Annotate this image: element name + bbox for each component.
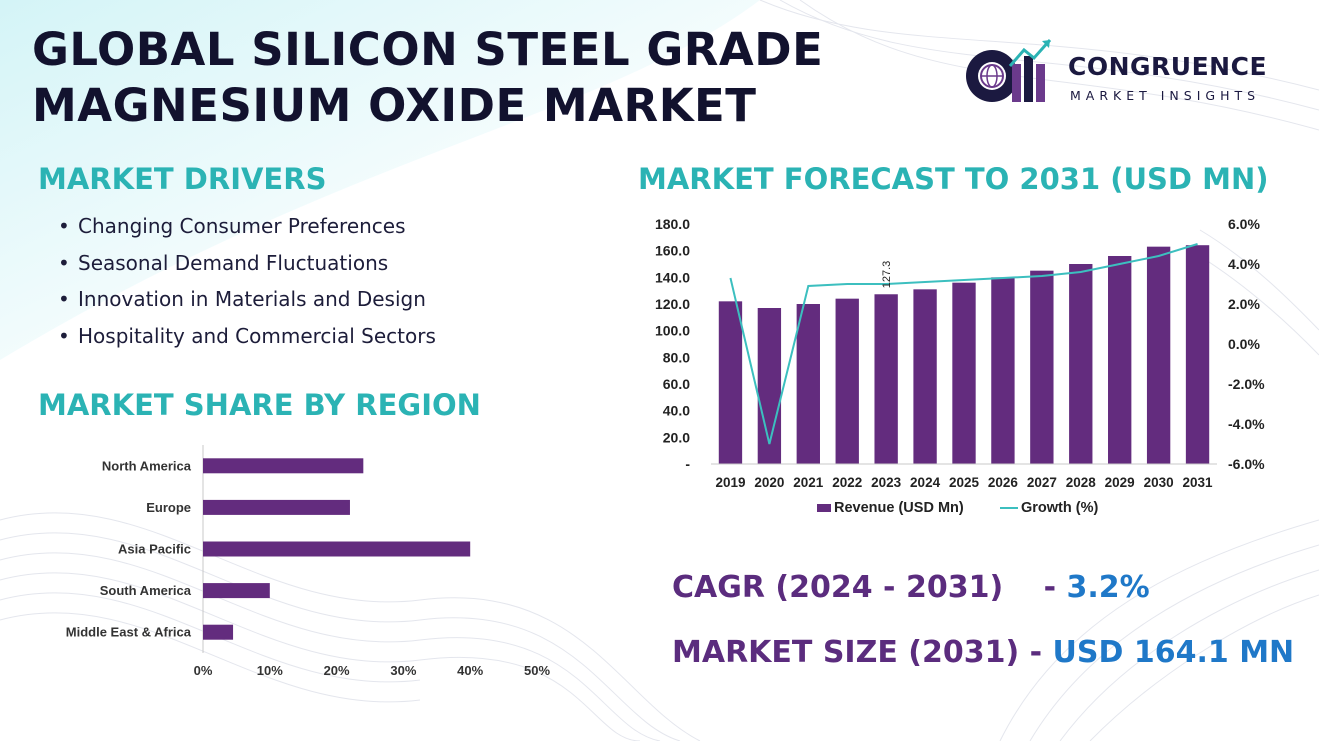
driver-item: • Hospitality and Commercial Sectors <box>58 322 436 359</box>
revenue-bar <box>1108 256 1132 464</box>
bar-data-label: 127.3 <box>881 261 893 289</box>
x-tick-label: 0% <box>194 663 213 678</box>
right-tick-label: 0.0% <box>1228 336 1260 352</box>
market-share-heading: MARKET SHARE BY REGION <box>38 388 481 422</box>
right-tick-label: -2.0% <box>1228 376 1265 392</box>
legend-revenue-swatch <box>817 504 831 512</box>
market-size-stat: MARKET SIZE (2031) - USD 164.1 MN <box>672 635 1294 670</box>
market-drivers-heading: MARKET DRIVERS <box>38 162 327 196</box>
revenue-bar <box>952 282 976 464</box>
driver-text: Hospitality and Commercial Sectors <box>78 323 436 348</box>
revenue-bar <box>757 308 782 464</box>
region-bar <box>203 583 270 599</box>
driver-item: • Seasonal Demand Fluctuations <box>58 249 436 286</box>
logo-name: CONGRUENCE <box>1068 52 1268 81</box>
market-drivers-list: • Changing Consumer Preferences • Seasonal… <box>58 212 436 358</box>
right-tick-label: 2.0% <box>1228 296 1260 312</box>
x-tick-label: 50% <box>524 663 550 678</box>
x-tick-label: 2026 <box>988 475 1019 490</box>
left-tick-label: - <box>685 456 690 472</box>
x-tick-label: 20% <box>324 663 350 678</box>
x-tick-label: 2029 <box>1105 475 1135 490</box>
revenue-bar <box>1030 270 1054 464</box>
x-tick-label: 2020 <box>754 475 784 490</box>
right-tick-label: 4.0% <box>1228 256 1260 272</box>
x-tick-label: 2028 <box>1066 475 1097 490</box>
x-tick-label: 2021 <box>793 475 824 490</box>
x-tick-label: 2024 <box>910 475 941 490</box>
x-tick-label: 2023 <box>871 475 902 490</box>
market-size-value: USD 164.1 MN <box>1052 635 1295 670</box>
driver-item: • Changing Consumer Preferences <box>58 212 436 249</box>
left-tick-label: 160.0 <box>655 243 690 259</box>
region-bar <box>203 541 471 557</box>
x-tick-label: 30% <box>390 663 416 678</box>
x-tick-label: 2030 <box>1144 475 1174 490</box>
right-tick-label: 6.0% <box>1228 216 1260 232</box>
left-tick-label: 180.0 <box>655 216 690 232</box>
cagr-value: 3.2% <box>1066 570 1150 605</box>
x-tick-label: 2031 <box>1183 475 1214 490</box>
region-bar <box>203 624 234 640</box>
revenue-bar <box>718 301 743 464</box>
page-title: GLOBAL SILICON STEEL GRADE MAGNESIUM OXI… <box>32 22 823 134</box>
cm-globe-chart-icon <box>966 39 1052 102</box>
page-title-line-1: GLOBAL SILICON STEEL GRADE <box>32 23 824 76</box>
right-tick-label: -6.0% <box>1228 456 1265 472</box>
page-title-line-2: MAGNESIUM OXIDE MARKET <box>32 79 757 132</box>
right-tick-label: -4.0% <box>1228 416 1265 432</box>
revenue-bar <box>1185 245 1210 464</box>
left-tick-label: 140.0 <box>655 269 690 285</box>
market-size-separator: - <box>1019 635 1053 670</box>
x-tick-label: 2025 <box>949 475 980 490</box>
x-tick-label: 10% <box>257 663 283 678</box>
left-tick-label: 100.0 <box>655 323 690 339</box>
logo-subtitle: MARKET INSIGHTS <box>1070 88 1261 103</box>
left-tick-label: 60.0 <box>663 376 690 392</box>
left-tick-label: 20.0 <box>663 429 690 445</box>
revenue-bar <box>1146 246 1171 464</box>
cagr-separator: - <box>1033 570 1067 605</box>
bullet-icon: • <box>58 323 70 348</box>
category-label: North America <box>102 458 192 473</box>
x-tick-label: 2022 <box>832 475 862 490</box>
category-label: Middle East & Africa <box>66 625 192 640</box>
cagr-stat: CAGR (2024 - 2031) - 3.2% <box>672 570 1150 605</box>
congruence-logo: CONGRUENCE MARKET INSIGHTS <box>962 36 1282 110</box>
revenue-bar <box>1069 264 1093 464</box>
driver-text: Changing Consumer Preferences <box>78 214 406 238</box>
bullet-icon: • <box>58 214 70 238</box>
bullet-icon: • <box>58 287 70 311</box>
driver-text: Seasonal Demand Fluctuations <box>78 250 389 275</box>
category-label: Europe <box>146 500 191 515</box>
category-label: South America <box>100 583 192 598</box>
region-bar <box>203 458 364 474</box>
left-tick-label: 40.0 <box>663 403 690 419</box>
left-tick-label: 80.0 <box>663 349 690 365</box>
x-tick-label: 2027 <box>1027 475 1057 490</box>
revenue-bar <box>874 294 898 464</box>
left-tick-label: 120.0 <box>655 296 690 312</box>
market-forecast-heading: MARKET FORECAST TO 2031 (USD MN) <box>638 162 1269 196</box>
x-tick-label: 40% <box>457 663 483 678</box>
x-tick-label: 2019 <box>715 475 745 490</box>
revenue-bar <box>991 277 1015 464</box>
legend-revenue-label: Revenue (USD Mn) <box>834 500 964 516</box>
market-size-label: MARKET SIZE (2031) <box>672 635 1020 670</box>
driver-text: Innovation in Materials and Design <box>78 287 426 311</box>
bullet-icon: • <box>58 250 70 275</box>
cagr-label: CAGR (2024 - 2031) <box>672 570 1004 605</box>
region-bar <box>203 499 350 515</box>
revenue-bar <box>913 289 937 464</box>
category-label: Asia Pacific <box>118 542 191 557</box>
revenue-bar <box>796 304 820 464</box>
legend-growth-label: Growth (%) <box>1021 500 1098 516</box>
growth-line <box>729 243 1198 445</box>
revenue-bar <box>835 298 859 464</box>
driver-item: • Innovation in Materials and Design <box>58 285 436 322</box>
